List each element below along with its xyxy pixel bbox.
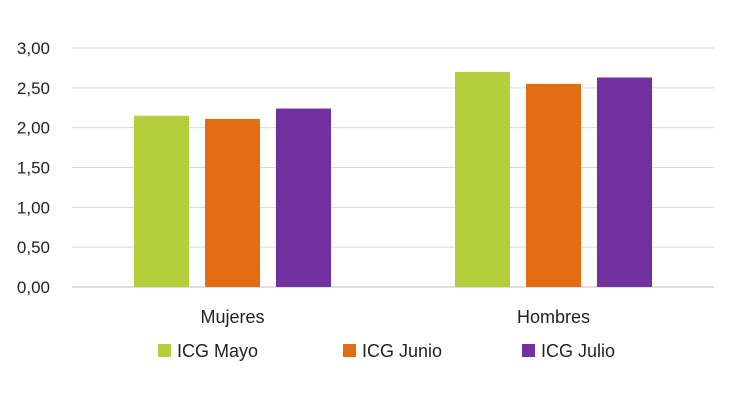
legend-label: ICG Mayo: [177, 341, 258, 361]
y-tick-label: 1,00: [17, 198, 50, 217]
legend-item-icg-junio: ICG Junio: [343, 341, 442, 361]
x-category-label: Mujeres: [200, 307, 264, 327]
y-tick-label: 2,00: [17, 119, 50, 138]
legend-item-icg-julio: ICG Julio: [522, 341, 615, 361]
legend-item-icg-mayo: ICG Mayo: [158, 341, 258, 361]
x-category-label: Hombres: [517, 307, 590, 327]
bar-icg-mayo-mujeres: [134, 115, 189, 287]
bar-icg-julio-mujeres: [276, 108, 331, 288]
bar-icg-junio-mujeres: [205, 118, 260, 287]
legend-swatch: [343, 344, 356, 357]
y-tick-label: 0,00: [17, 278, 50, 297]
bar-icg-julio-hombres: [597, 77, 652, 287]
bar-icg-mayo-hombres: [455, 71, 510, 288]
bars: [134, 71, 652, 288]
y-tick-label: 0,50: [17, 238, 50, 257]
y-tick-label: 3,00: [17, 39, 50, 58]
legend-label: ICG Julio: [541, 341, 615, 361]
legend-swatch: [522, 344, 535, 357]
legend-label: ICG Junio: [362, 341, 442, 361]
x-axis: Mujeres Hombres: [200, 307, 590, 327]
legend-swatch: [158, 344, 171, 357]
y-tick-label: 1,50: [17, 159, 50, 178]
y-tick-label: 2,50: [17, 79, 50, 98]
legend: ICG Mayo ICG Junio ICG Julio: [158, 341, 615, 361]
bar-icg-junio-hombres: [526, 83, 581, 287]
y-axis: 0,00 0,50 1,00 1,50 2,00 2,50 3,00: [17, 39, 50, 297]
